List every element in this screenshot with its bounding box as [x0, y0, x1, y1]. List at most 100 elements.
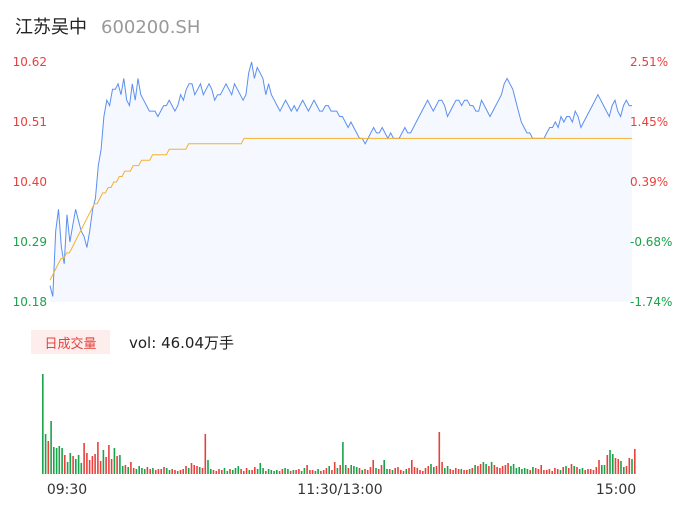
volume-bar	[353, 466, 355, 474]
volume-bar	[430, 464, 432, 474]
volume-bar	[86, 453, 88, 474]
volume-bar	[501, 466, 504, 474]
volume-bar	[303, 468, 306, 474]
volume-bar	[229, 469, 231, 474]
x-tick-label: 09:30	[47, 482, 87, 498]
volume-bar	[592, 470, 595, 474]
volume-bar	[576, 467, 578, 474]
volume-bar	[77, 455, 80, 474]
volume-bar	[391, 470, 394, 474]
volume-bar	[102, 450, 105, 474]
volume-bar	[99, 461, 102, 474]
volume-bar	[548, 469, 551, 474]
volume-bar	[383, 460, 385, 474]
volume-bar	[179, 470, 182, 474]
volume-bar	[273, 471, 275, 474]
volume-bar	[457, 469, 460, 474]
volume-bar	[240, 469, 242, 474]
volume-bar	[631, 459, 633, 474]
volume-bar	[44, 434, 47, 474]
volume-bar	[309, 470, 311, 474]
volume-bar	[141, 468, 143, 474]
volume-bar	[42, 374, 44, 474]
volume-bar	[623, 467, 625, 474]
volume-bar	[138, 466, 140, 474]
volume-bar	[210, 469, 212, 474]
volume-bar	[331, 470, 333, 474]
volume-bar	[72, 456, 74, 474]
volume-bar	[620, 461, 622, 474]
stock-code: 600200.SH	[101, 17, 201, 38]
volume-bar	[369, 467, 372, 474]
volume-bar	[163, 467, 165, 474]
volume-bar	[204, 434, 207, 474]
volume-bar	[152, 468, 154, 474]
volume-bar	[223, 468, 226, 474]
volume-bar	[116, 456, 118, 474]
volume-bar	[149, 469, 151, 474]
volume-bar	[366, 470, 369, 474]
volume-bar	[198, 467, 201, 474]
volume-bar	[146, 467, 149, 474]
price-area-fill	[50, 62, 632, 302]
volume-tag[interactable]: 日成交量	[31, 330, 110, 354]
volume-bar	[488, 466, 490, 474]
volume-bar	[306, 465, 308, 474]
x-tick-label: 15:00	[596, 482, 636, 498]
volume-bar	[416, 468, 419, 474]
volume-bar	[479, 464, 482, 474]
volume-bar	[408, 468, 410, 474]
volume-bar	[94, 454, 96, 474]
volume-bar	[413, 467, 416, 474]
volume-bar	[350, 465, 352, 474]
volume-bar	[388, 469, 391, 474]
volume-bar	[248, 470, 251, 474]
volume-bar	[468, 469, 471, 474]
volume-bar	[438, 432, 441, 474]
volume-bar	[328, 466, 330, 474]
volume-bar	[160, 469, 162, 474]
volume-bar	[380, 465, 383, 474]
volume-bar	[570, 464, 573, 474]
volume-bar	[232, 470, 234, 474]
volume-bar	[165, 468, 168, 474]
volume-bar	[612, 454, 614, 474]
volume-bar	[534, 468, 537, 474]
volume-bar	[311, 470, 314, 474]
volume-bar	[510, 466, 512, 474]
volume-bar	[339, 465, 341, 474]
volume-bar	[50, 421, 52, 474]
volume-bar	[565, 466, 567, 474]
volume-bar	[460, 469, 463, 474]
volume-bar	[234, 468, 237, 474]
volume-bar	[61, 448, 63, 474]
volume-bar	[601, 465, 603, 474]
y-left-tick-label: 10.40	[13, 175, 47, 189]
volume-bar	[606, 455, 609, 474]
volume-bar	[66, 462, 69, 474]
y-right-tick-label: 2.51%	[630, 55, 668, 69]
volume-summary: vol: 46.04万手	[129, 332, 234, 353]
volume-bar	[127, 467, 129, 474]
volume-bar	[221, 470, 223, 474]
volume-bar	[69, 453, 72, 474]
volume-bar	[342, 442, 344, 474]
volume-bar	[226, 471, 229, 474]
volume-prefix: vol:	[129, 334, 157, 352]
volume-bar	[598, 460, 600, 474]
y-right-tick-label: -0.68%	[630, 235, 672, 249]
volume-bar	[512, 464, 515, 474]
x-tick-label: 11:30/13:00	[297, 482, 382, 498]
volume-bar	[124, 465, 127, 474]
volume-bar	[400, 470, 402, 474]
volume-bar	[336, 468, 339, 474]
volume-bar	[289, 471, 292, 474]
volume-bar	[562, 467, 564, 474]
volume-bar	[455, 468, 457, 474]
volume-bar	[113, 448, 116, 474]
volume-bar	[355, 467, 358, 474]
volume-bar	[333, 462, 336, 474]
volume-bar	[490, 462, 493, 474]
volume-bar	[628, 458, 631, 474]
volume-bar	[397, 467, 399, 474]
